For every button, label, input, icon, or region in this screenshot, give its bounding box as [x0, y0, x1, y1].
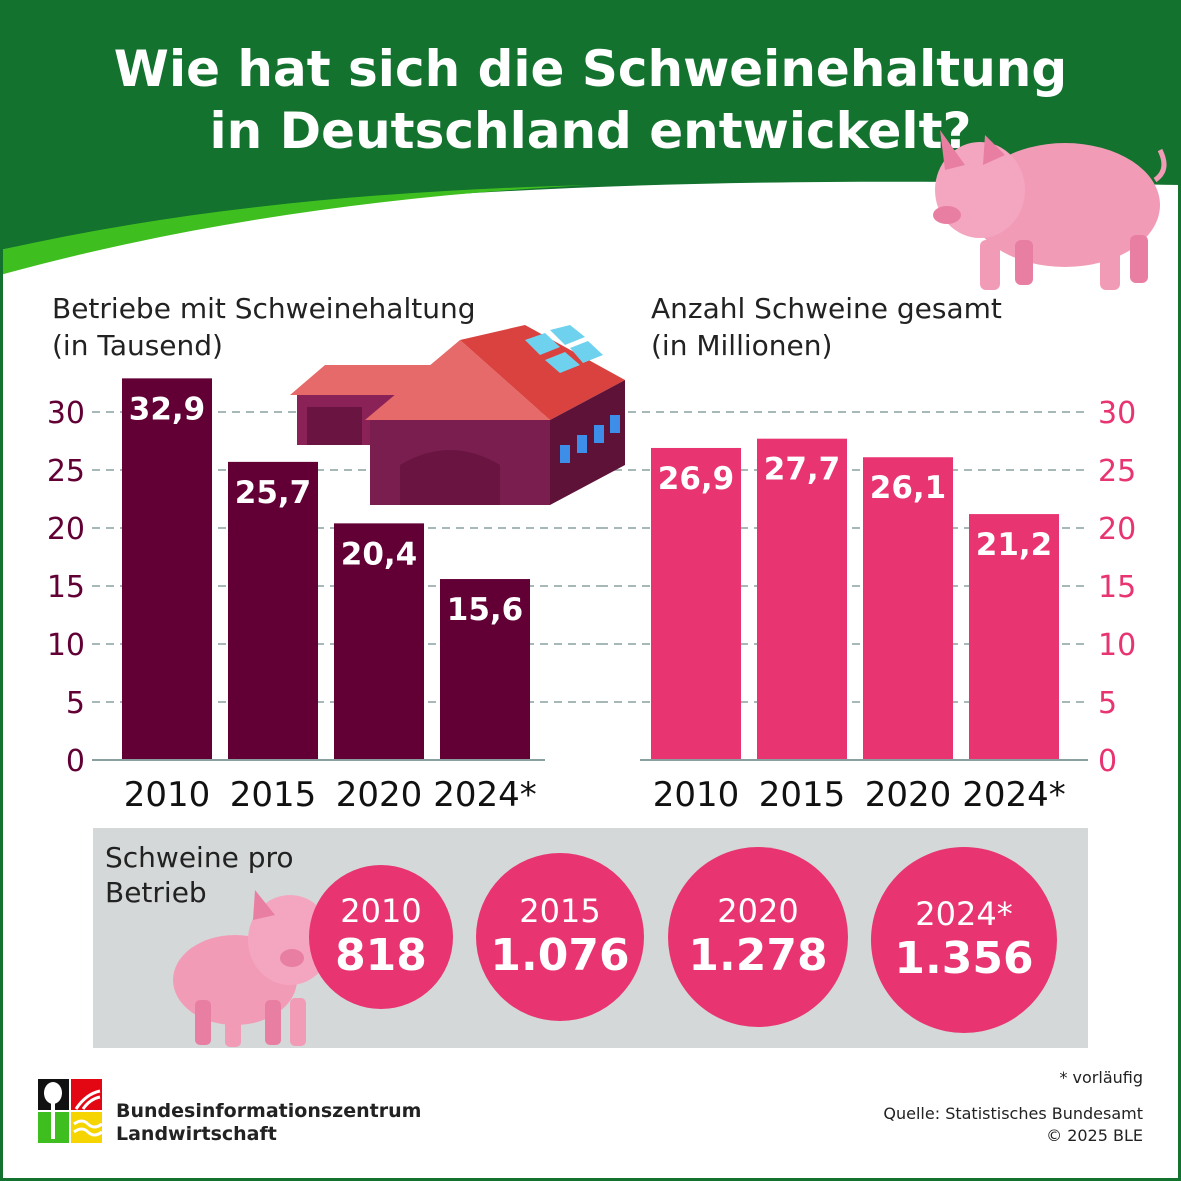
y-tick-label: 30: [47, 396, 85, 431]
bar-value-label: 26,1: [870, 470, 947, 506]
y-tick-label: 20: [1098, 512, 1136, 547]
source-text: Quelle: Statistisches Bundesamt: [883, 1104, 1143, 1123]
y-tick-label: 15: [1098, 570, 1136, 605]
left-chart-title: Betriebe mit Schweinehaltung (in Tausend…: [52, 290, 476, 364]
bzl-logo: [38, 1079, 102, 1143]
pig-illustration-bottom: [173, 890, 335, 1047]
y-tick-label: 10: [47, 628, 85, 663]
left-chart-subtitle: (in Tausend): [52, 329, 223, 362]
logo-line1: Bundesinformationszentrum: [116, 1100, 422, 1122]
per-farm-circle-2020: 2020 1.278: [668, 847, 848, 1027]
header-banner: [0, 0, 1181, 275]
per-farm-year: 2015: [519, 892, 601, 930]
bar-2024*: [440, 579, 530, 760]
x-tick-label: 2024*: [433, 775, 537, 815]
per-farm-circle-2015: 2015 1.076: [476, 853, 644, 1021]
per-farm-label-line2: Betrieb: [105, 876, 207, 909]
copyright-text: © 2025 BLE: [1046, 1126, 1143, 1145]
x-tick-label: 2020: [865, 775, 952, 815]
bar-2024*: [969, 514, 1059, 760]
y-tick-label: 25: [1098, 454, 1136, 489]
left-chart-title-text: Betriebe mit Schweinehaltung: [52, 292, 476, 325]
right-chart-title-text: Anzahl Schweine gesamt: [651, 292, 1002, 325]
pig-illustration-top: [933, 130, 1167, 290]
page-title: Wie hat sich die Schweinehaltung in Deut…: [0, 38, 1181, 162]
per-farm-value: 1.356: [894, 933, 1034, 984]
y-tick-label: 0: [1098, 744, 1117, 779]
per-farm-circle-2024: 2024* 1.356: [871, 847, 1057, 1033]
logo-text: Bundesinformationszentrum Landwirtschaft: [116, 1100, 421, 1146]
footnote-preliminary: * vorläufig: [1059, 1068, 1143, 1087]
bar-value-label: 32,9: [129, 391, 206, 427]
y-tick-label: 5: [66, 686, 85, 721]
bar-value-label: 15,6: [447, 592, 524, 628]
x-tick-label: 2015: [759, 775, 846, 815]
bar-value-label: 25,7: [235, 475, 312, 511]
title-line-2: in Deutschland entwickelt?: [209, 102, 972, 160]
y-tick-label: 10: [1098, 628, 1136, 663]
per-farm-label-line1: Schweine pro: [105, 841, 294, 874]
per-farm-circle-2010: 2010 818: [309, 865, 453, 1009]
bar-2015: [228, 461, 318, 760]
y-tick-label: 30: [1098, 396, 1136, 431]
y-tick-label: 15: [47, 570, 85, 605]
x-tick-label: 2020: [336, 775, 423, 815]
bar-value-label: 20,4: [341, 536, 418, 572]
x-tick-label: 2015: [230, 775, 317, 815]
per-farm-year: 2010: [340, 892, 422, 930]
per-farm-label: Schweine pro Betrieb: [105, 840, 294, 910]
y-tick-label: 5: [1098, 686, 1117, 721]
title-line-1: Wie hat sich die Schweinehaltung: [113, 40, 1068, 98]
x-tick-label: 2010: [653, 775, 740, 815]
y-tick-label: 25: [47, 454, 85, 489]
y-tick-label: 20: [47, 512, 85, 547]
farm-building-illustration: [290, 325, 625, 505]
x-tick-label: 2010: [124, 775, 211, 815]
right-chart-subtitle: (in Millionen): [651, 329, 833, 362]
per-farm-year: 2020: [717, 892, 799, 930]
bar-value-label: 26,9: [658, 461, 735, 497]
bar-2020: [863, 457, 953, 760]
bar-2015: [757, 438, 847, 760]
per-farm-value: 818: [335, 930, 427, 981]
right-chart-title: Anzahl Schweine gesamt (in Millionen): [651, 290, 1002, 364]
per-farm-year: 2024*: [915, 895, 1013, 933]
logo-line2: Landwirtschaft: [116, 1123, 277, 1145]
source-block: Quelle: Statistisches Bundesamt © 2025 B…: [883, 1103, 1143, 1147]
bar-value-label: 21,2: [976, 527, 1053, 563]
bar-2010: [122, 378, 212, 760]
per-farm-value: 1.076: [490, 930, 630, 981]
bar-2010: [651, 447, 741, 760]
bar-value-label: 27,7: [764, 452, 841, 488]
x-tick-label: 2024*: [962, 775, 1066, 815]
per-farm-value: 1.278: [688, 930, 828, 981]
y-tick-label: 0: [66, 744, 85, 779]
bar-2020: [334, 523, 424, 760]
